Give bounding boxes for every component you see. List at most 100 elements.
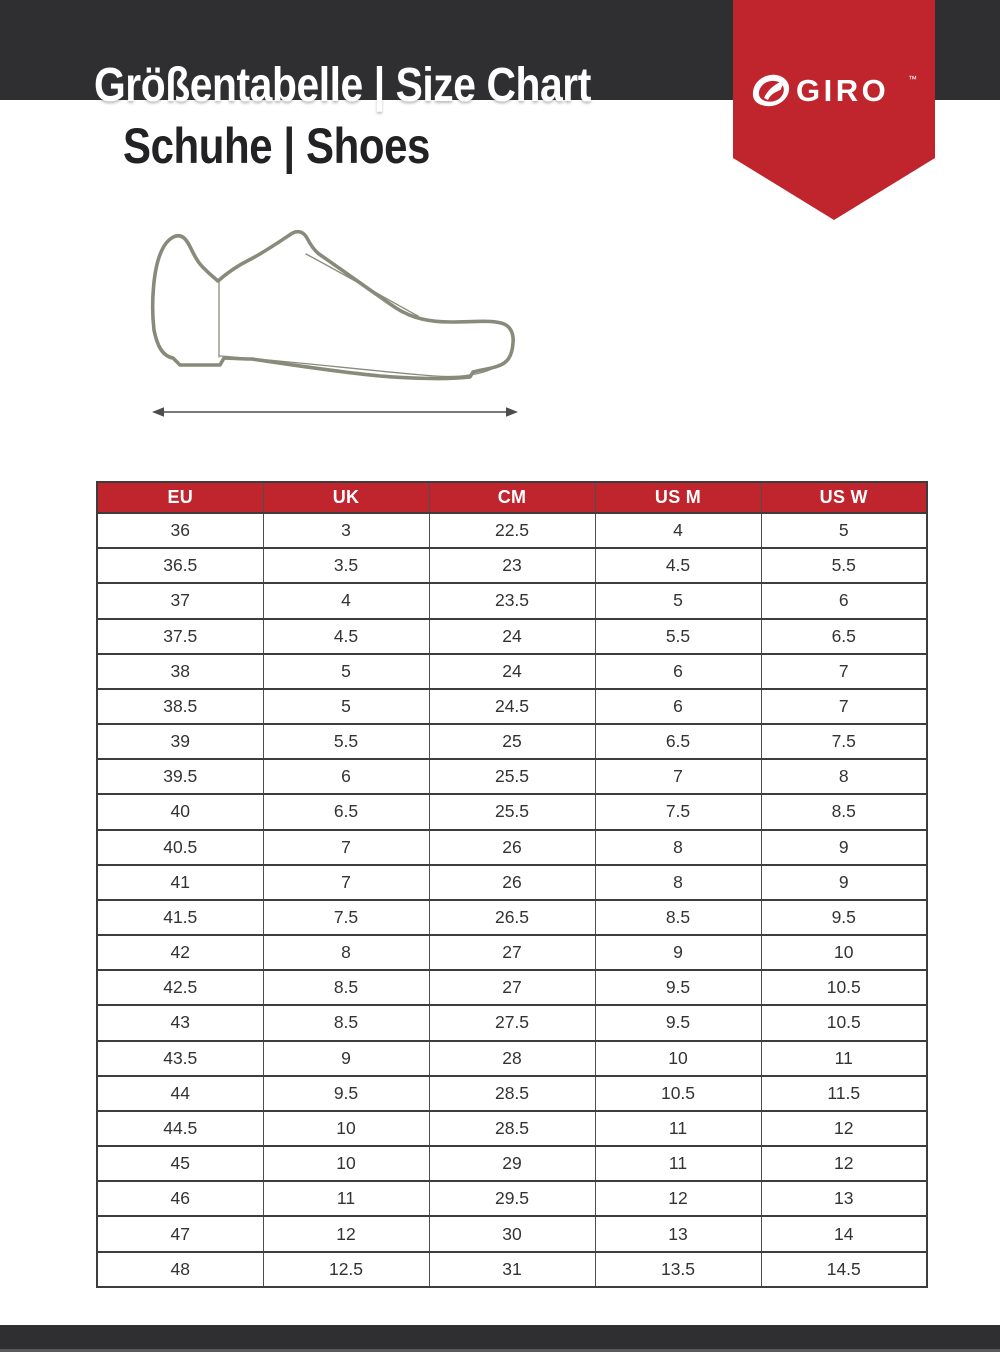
- size-cell: 5: [594, 582, 762, 620]
- table-row: 42 8 27 9 10: [96, 934, 928, 972]
- size-cell: 23.5: [428, 582, 596, 620]
- giro-logo: GIRO ™: [752, 73, 917, 108]
- table-row: 46 11 29.5 12 13: [96, 1180, 928, 1218]
- size-cell: 7: [760, 687, 928, 726]
- size-cell: 28.5: [428, 1109, 596, 1148]
- size-cell: 28: [428, 1039, 596, 1077]
- size-cell: 5.5: [262, 723, 430, 761]
- table-row: 42.5 8.5 27 9.5 10.5: [96, 969, 928, 1007]
- table-row: 38 5 24 6 7: [96, 652, 928, 690]
- size-cell: 13: [760, 1180, 928, 1218]
- table-row: 36.5 3.5 23 4.5 5.5: [96, 547, 928, 585]
- size-cell: 10: [262, 1145, 430, 1183]
- size-cell: 4.5: [594, 547, 762, 585]
- size-cell: 10.5: [594, 1074, 762, 1112]
- table-row: 45 10 29 11 12: [96, 1145, 928, 1183]
- size-cell: 8.5: [760, 793, 928, 831]
- size-cell: 6.5: [760, 617, 928, 655]
- size-cell: 7: [262, 863, 430, 901]
- size-cell: 25.5: [428, 793, 596, 831]
- giro-wordmark: GIRO: [796, 73, 889, 108]
- size-cell: 8: [594, 863, 762, 901]
- size-cell: 7.5: [594, 793, 762, 831]
- size-cell: 27: [428, 934, 596, 972]
- table-row: 43.5 9 28 10 11: [96, 1039, 928, 1077]
- table-row: 39.5 6 25.5 7 8: [96, 758, 928, 796]
- size-cell: 10: [760, 934, 928, 972]
- page-subtitle: Schuhe | Shoes: [123, 118, 430, 174]
- size-cell: 36: [96, 511, 264, 550]
- size-cell: 4: [594, 511, 762, 550]
- size-cell: 13: [594, 1215, 762, 1253]
- size-cell: 13.5: [594, 1250, 762, 1289]
- size-cell: 24.5: [428, 687, 596, 726]
- size-table-body: 36 3 22.5 4 5 36.5 3.5 23 4.5 5.5 37 4 23.5 5 6 37.5 4.5…: [96, 511, 928, 1289]
- table-row: 39 5.5 25 6.5 7.5: [96, 723, 928, 761]
- size-cell: 9: [262, 1039, 430, 1077]
- giro-eye-icon: [752, 74, 790, 107]
- size-cell: 6: [594, 652, 762, 690]
- table-row: 44 9.5 28.5 10.5 11.5: [96, 1074, 928, 1112]
- size-cell: 5.5: [760, 547, 928, 585]
- header-row: EU UK CM US M US W: [96, 481, 928, 514]
- table-row: 38.5 5 24.5 6 7: [96, 687, 928, 726]
- size-cell: 9.5: [760, 898, 928, 937]
- size-cell: 25: [428, 723, 596, 761]
- table-row: 40.5 7 26 8 9: [96, 828, 928, 866]
- size-cell: 44: [96, 1074, 264, 1112]
- page-title: Größentabelle | Size Chart: [94, 59, 591, 112]
- size-cell: 29: [428, 1145, 596, 1183]
- size-cell: 11: [760, 1039, 928, 1077]
- brand-ribbon: GIRO ™: [733, 0, 935, 220]
- size-cell: 40.5: [96, 828, 264, 866]
- size-cell: 42.5: [96, 969, 264, 1007]
- size-cell: 10: [262, 1109, 430, 1148]
- size-cell: 48: [96, 1250, 264, 1289]
- table-row: 41 7 26 8 9: [96, 863, 928, 901]
- size-cell: 9.5: [594, 1004, 762, 1042]
- table-row: 37 4 23.5 5 6: [96, 582, 928, 620]
- table-row: 47 12 30 13 14: [96, 1215, 928, 1253]
- size-cell: 7: [594, 758, 762, 796]
- size-cell: 10: [594, 1039, 762, 1077]
- size-cell: 12: [760, 1109, 928, 1148]
- trademark-symbol: ™: [908, 74, 917, 84]
- size-cell: 5: [262, 687, 430, 726]
- size-cell: 22.5: [428, 511, 596, 550]
- size-cell: 26: [428, 863, 596, 901]
- footer-bar: [0, 1325, 1000, 1352]
- size-cell: 6: [262, 758, 430, 796]
- size-cell: 12: [594, 1180, 762, 1218]
- header-cell-uk: UK: [262, 481, 430, 514]
- table-row: 40 6.5 25.5 7.5 8.5: [96, 793, 928, 831]
- size-cell: 14.5: [760, 1250, 928, 1289]
- size-cell: 24: [428, 617, 596, 655]
- size-table: EU UK CM US M US W 36 3 22.5 4 5 36.5 3.5 23 4.5…: [96, 481, 928, 1289]
- size-cell: 7: [262, 828, 430, 866]
- size-cell: 24: [428, 652, 596, 690]
- size-cell: 11: [594, 1145, 762, 1183]
- size-cell: 6: [760, 582, 928, 620]
- length-arrow-icon: [152, 407, 518, 417]
- size-cell: 26: [428, 828, 596, 866]
- size-cell: 37.5: [96, 617, 264, 655]
- size-cell: 23: [428, 547, 596, 585]
- size-cell: 9.5: [594, 969, 762, 1007]
- size-cell: 26.5: [428, 898, 596, 937]
- size-cell: 47: [96, 1215, 264, 1253]
- size-cell: 25.5: [428, 758, 596, 796]
- size-cell: 8.5: [594, 898, 762, 937]
- size-cell: 41.5: [96, 898, 264, 937]
- shoe-outline-icon: [150, 229, 515, 381]
- size-cell: 11: [262, 1180, 430, 1218]
- size-cell: 8.5: [262, 1004, 430, 1042]
- size-cell: 7.5: [760, 723, 928, 761]
- table-row: 43 8.5 27.5 9.5 10.5: [96, 1004, 928, 1042]
- size-cell: 5.5: [594, 617, 762, 655]
- size-cell: 28.5: [428, 1074, 596, 1112]
- size-cell: 14: [760, 1215, 928, 1253]
- size-cell: 6: [594, 687, 762, 726]
- size-cell: 45: [96, 1145, 264, 1183]
- size-cell: 46: [96, 1180, 264, 1218]
- size-cell: 30: [428, 1215, 596, 1253]
